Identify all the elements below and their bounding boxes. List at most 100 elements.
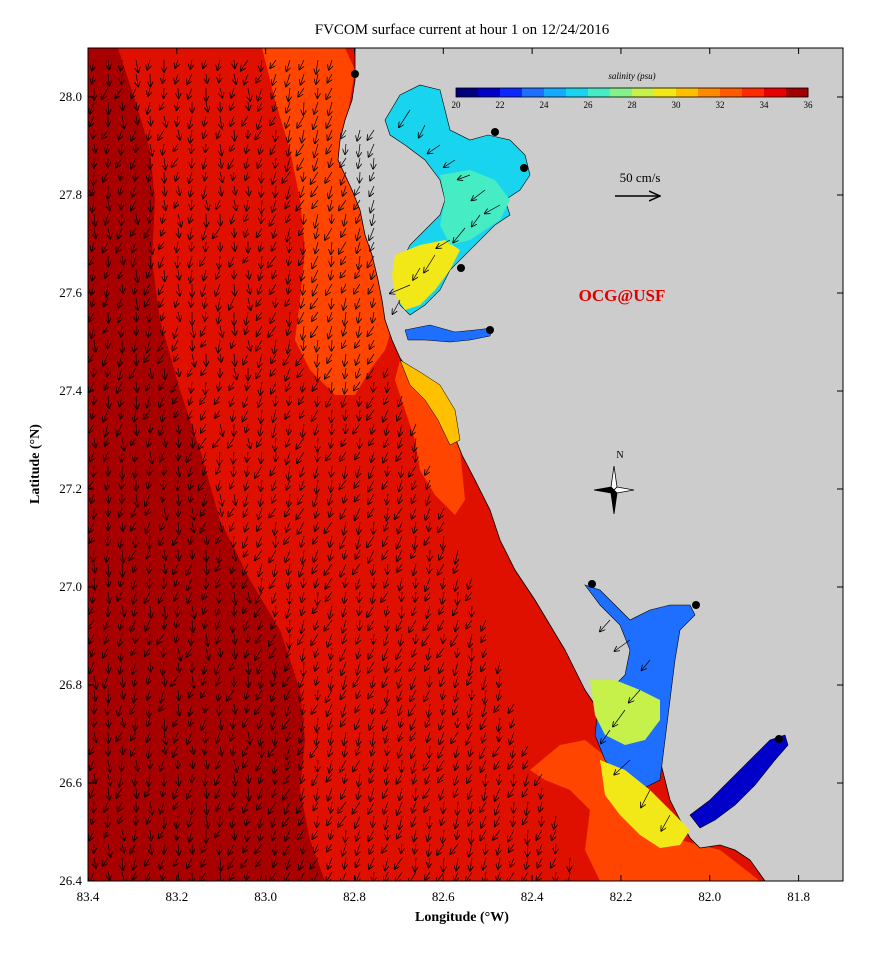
current-vector <box>90 311 95 322</box>
current-vector <box>175 199 179 208</box>
current-vector <box>286 213 290 222</box>
current-vector <box>186 563 193 575</box>
current-vector <box>92 199 94 212</box>
current-vector <box>92 269 94 281</box>
current-vector <box>312 409 319 421</box>
current-vector <box>160 451 164 461</box>
current-vector <box>301 479 305 490</box>
current-vector <box>384 521 388 531</box>
current-vector <box>217 129 220 138</box>
current-vector <box>326 283 333 295</box>
river-marker <box>486 326 494 334</box>
current-vector <box>178 437 179 447</box>
current-vector <box>108 577 109 586</box>
current-vector <box>399 577 402 590</box>
current-vector <box>149 311 150 321</box>
current-vector <box>203 185 206 198</box>
current-vector <box>315 465 318 478</box>
current-vector <box>273 423 276 437</box>
current-vector <box>368 353 375 364</box>
current-vector <box>216 199 220 209</box>
current-vector <box>354 283 361 294</box>
current-vector <box>106 479 108 490</box>
current-vector <box>248 339 251 351</box>
current-vector <box>344 493 347 503</box>
current-vector <box>399 479 402 491</box>
current-vector <box>368 479 375 492</box>
current-vector <box>387 381 388 392</box>
current-vector <box>88 353 95 362</box>
current-vector <box>261 199 262 213</box>
current-vector <box>355 493 361 501</box>
current-vector <box>342 395 346 407</box>
current-vector <box>150 451 152 463</box>
current-vector <box>260 423 262 436</box>
current-vector <box>274 339 276 354</box>
current-vector <box>105 213 108 225</box>
figure-title: FVCOM surface current at hour 1 on 12/24… <box>315 22 610 38</box>
current-vector <box>339 241 347 254</box>
current-vector <box>345 423 346 433</box>
current-vector <box>204 115 206 126</box>
current-vector <box>412 479 416 489</box>
current-vector <box>158 129 165 140</box>
current-vector <box>107 367 108 376</box>
current-vector <box>134 283 136 294</box>
current-vector <box>367 367 375 379</box>
current-vector <box>220 507 222 516</box>
current-vector <box>383 409 389 422</box>
current-vector <box>286 157 290 171</box>
current-vector <box>190 493 192 502</box>
current-vector <box>328 129 332 140</box>
current-vector <box>272 87 277 98</box>
current-vector <box>220 521 222 531</box>
x-tick-label: 83.0 <box>254 889 277 904</box>
current-vector <box>160 423 165 435</box>
current-vector <box>149 213 150 222</box>
current-vector <box>122 101 123 110</box>
current-vector <box>93 549 94 562</box>
current-vector <box>286 451 290 464</box>
current-vector <box>230 115 234 126</box>
river-marker <box>692 601 700 609</box>
colorbar-swatch <box>500 88 523 97</box>
current-vector <box>190 535 192 544</box>
current-vector <box>314 101 318 114</box>
current-vector <box>131 199 137 210</box>
current-vector <box>159 297 165 307</box>
current-vector <box>119 129 122 139</box>
current-vector <box>261 171 262 183</box>
current-vector <box>102 87 109 99</box>
current-vector <box>122 437 124 450</box>
current-vector <box>331 479 332 492</box>
current-vector <box>256 339 263 351</box>
current-vector <box>409 465 417 476</box>
current-vector <box>219 73 220 82</box>
current-vector <box>218 381 220 391</box>
current-vector <box>205 143 206 152</box>
current-vector <box>108 59 109 69</box>
current-vector <box>192 423 194 435</box>
current-vector <box>201 339 206 347</box>
current-vector <box>327 73 332 83</box>
current-vector <box>395 507 403 519</box>
current-vector <box>206 101 208 112</box>
current-vector <box>424 535 431 545</box>
current-vector <box>120 185 123 194</box>
current-vector <box>385 577 389 588</box>
current-vector <box>216 283 221 296</box>
current-vector <box>103 325 108 333</box>
current-vector <box>245 325 248 334</box>
current-vector <box>370 171 374 181</box>
current-vector <box>92 591 94 603</box>
current-vector <box>108 591 110 603</box>
y-tick-label: 27.4 <box>59 383 82 398</box>
current-vector <box>131 157 137 168</box>
current-vector <box>367 395 375 408</box>
current-vector <box>326 591 333 601</box>
current-vector <box>149 465 150 475</box>
current-vector <box>311 325 319 337</box>
current-vector <box>94 801 95 812</box>
current-vector <box>118 311 122 322</box>
current-vector <box>369 227 375 240</box>
